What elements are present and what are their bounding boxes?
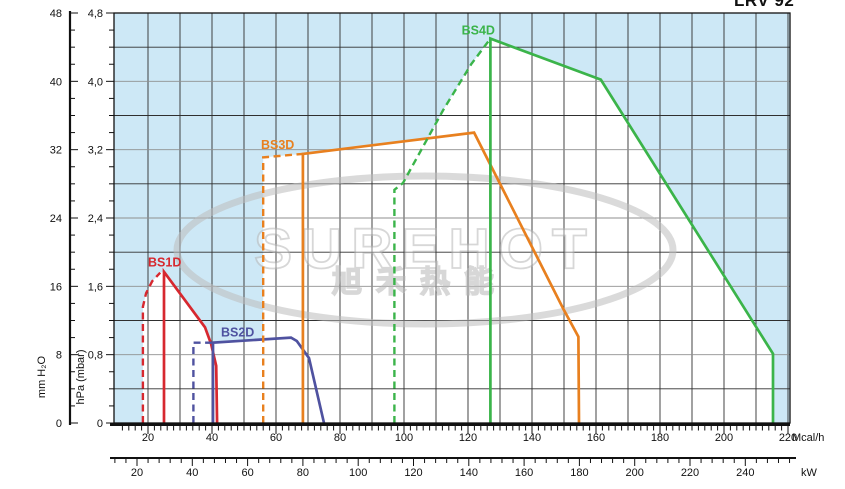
tick-label: 4,8 (88, 8, 103, 20)
series-bs2d: BS2D (192, 326, 326, 424)
tick-label: 8 (56, 350, 62, 362)
tick-label: 20 (131, 467, 143, 479)
curve-solid-bs4d (489, 36, 775, 423)
tick-label: 180 (651, 432, 669, 444)
tick-label: 32 (50, 145, 62, 157)
watermark-text-cn: 旭禾热能 (332, 266, 508, 299)
tick-label: 40 (206, 432, 218, 444)
chart-title: LRV 92 (734, 0, 795, 10)
tick-label: 200 (715, 432, 733, 444)
curve-solid-bs1d (162, 267, 219, 424)
tick-label: 60 (241, 467, 253, 479)
watermark-text: SUREHOT (254, 217, 596, 281)
tick-label: 220 (681, 467, 699, 479)
curve-dashed-bs1d (141, 271, 162, 423)
curve-dashed-bs2d (192, 341, 213, 423)
tick-label: 140 (460, 467, 478, 479)
series-label-bs2d: BS2D (221, 326, 254, 340)
tick-label: 1,6 (88, 281, 103, 293)
tick-label: 40 (186, 467, 198, 479)
tick-label: 240 (736, 467, 754, 479)
tick-label: 24 (50, 213, 62, 225)
tick-label: 2,4 (88, 213, 103, 225)
y-axis-hpa: 0 0,8 1,6 2,4 3,2 4,0 4,8 hPa (mbar) (75, 8, 114, 430)
curve-dashed-bs3d (262, 152, 304, 423)
series-bs3d: BS3D (261, 131, 581, 424)
curve-solid-bs3d (301, 131, 581, 424)
series-label-bs1d: BS1D (148, 256, 181, 270)
working-field-region (142, 38, 773, 423)
x-axis-kw: 20 40 60 80 100 120 140 160 180 200 220 240 kW (110, 457, 818, 479)
tick-label: 140 (523, 432, 541, 444)
y-axis-unit-hpa: hPa (mbar) (75, 349, 87, 404)
tick-label: 80 (334, 432, 346, 444)
curve-solid-bs2d (211, 336, 326, 424)
tick-label: 100 (349, 467, 367, 479)
x-axis-unit-kw: kW (801, 467, 818, 479)
tick-label: 40 (50, 76, 62, 88)
series-bs1d: BS1D (141, 256, 219, 424)
y-axis-unit-mm: mm H₂O (36, 355, 48, 398)
grid (114, 13, 790, 423)
tick-label: 4,0 (88, 76, 103, 88)
x-axis-unit-mcal: Mcal/h (792, 432, 824, 444)
tick-label: 0 (56, 418, 62, 430)
tick-label: 120 (404, 467, 422, 479)
tick-label: 0,8 (88, 350, 103, 362)
tick-label: 120 (459, 432, 477, 444)
tick-label: 0 (97, 418, 103, 430)
series-label-bs4d: BS4D (462, 23, 495, 37)
tick-label: 160 (587, 432, 605, 444)
tick-label: 60 (270, 432, 282, 444)
tick-label: 3,2 (88, 145, 103, 157)
watermark-ring (173, 172, 677, 328)
tick-label: 180 (570, 467, 588, 479)
tick-label: 20 (142, 432, 154, 444)
tick-label: 80 (297, 467, 309, 479)
y-axis-mm-h2o: 0 8 16 24 32 40 48 mm H₂O (36, 8, 78, 430)
series-bs4d: BS4D (393, 23, 775, 423)
tick-label: 160 (515, 467, 533, 479)
tick-label: 220 (779, 432, 797, 444)
tick-label: 100 (395, 432, 413, 444)
tick-label: 48 (50, 8, 62, 20)
tick-label: 200 (626, 467, 644, 479)
series-label-bs3d: BS3D (261, 138, 294, 152)
tick-label: 16 (50, 281, 62, 293)
